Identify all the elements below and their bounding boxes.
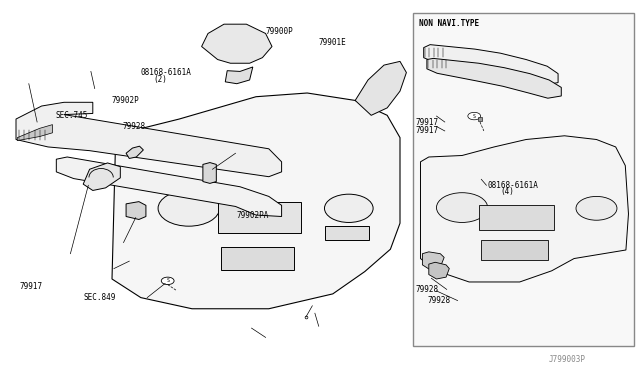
Text: 79902PA: 79902PA (237, 211, 269, 220)
Polygon shape (16, 102, 282, 177)
Text: 79917: 79917 (416, 126, 439, 135)
Polygon shape (424, 45, 558, 85)
Text: 79901E: 79901E (319, 38, 346, 47)
Polygon shape (225, 67, 253, 84)
Polygon shape (112, 93, 400, 309)
Polygon shape (422, 252, 444, 269)
FancyBboxPatch shape (221, 247, 294, 270)
Polygon shape (83, 163, 120, 190)
Polygon shape (126, 202, 146, 219)
Circle shape (436, 193, 488, 222)
Circle shape (324, 194, 373, 222)
Text: 79900P: 79900P (266, 27, 293, 36)
Polygon shape (202, 24, 272, 63)
Polygon shape (56, 157, 282, 217)
Text: 79928: 79928 (416, 285, 439, 294)
Polygon shape (203, 163, 216, 183)
Circle shape (161, 277, 174, 285)
Text: 79917: 79917 (19, 282, 42, 291)
Text: (2): (2) (154, 75, 168, 84)
Text: SEC.745: SEC.745 (56, 111, 88, 120)
Text: 08168-6161A: 08168-6161A (141, 68, 191, 77)
Circle shape (468, 112, 481, 120)
FancyBboxPatch shape (325, 226, 369, 240)
Polygon shape (420, 136, 628, 282)
Text: 79902P: 79902P (112, 96, 140, 105)
FancyBboxPatch shape (413, 13, 634, 346)
Text: (4): (4) (500, 187, 515, 196)
Polygon shape (427, 58, 561, 98)
FancyBboxPatch shape (481, 240, 548, 260)
Polygon shape (126, 146, 143, 158)
FancyBboxPatch shape (218, 202, 301, 232)
Polygon shape (17, 125, 52, 141)
Polygon shape (429, 262, 449, 279)
FancyBboxPatch shape (479, 205, 554, 230)
Circle shape (158, 190, 220, 226)
Text: 79928: 79928 (123, 122, 146, 131)
Text: 79917: 79917 (416, 118, 439, 126)
Text: SEC.849: SEC.849 (83, 293, 116, 302)
Text: 08168-6161A: 08168-6161A (488, 181, 538, 190)
Text: S: S (473, 113, 476, 119)
Text: 79928: 79928 (428, 296, 451, 305)
Text: S: S (166, 278, 169, 283)
Polygon shape (355, 61, 406, 115)
Text: NON NAVI.TYPE: NON NAVI.TYPE (419, 19, 479, 28)
Circle shape (576, 196, 617, 220)
Text: J799003P: J799003P (549, 355, 586, 364)
